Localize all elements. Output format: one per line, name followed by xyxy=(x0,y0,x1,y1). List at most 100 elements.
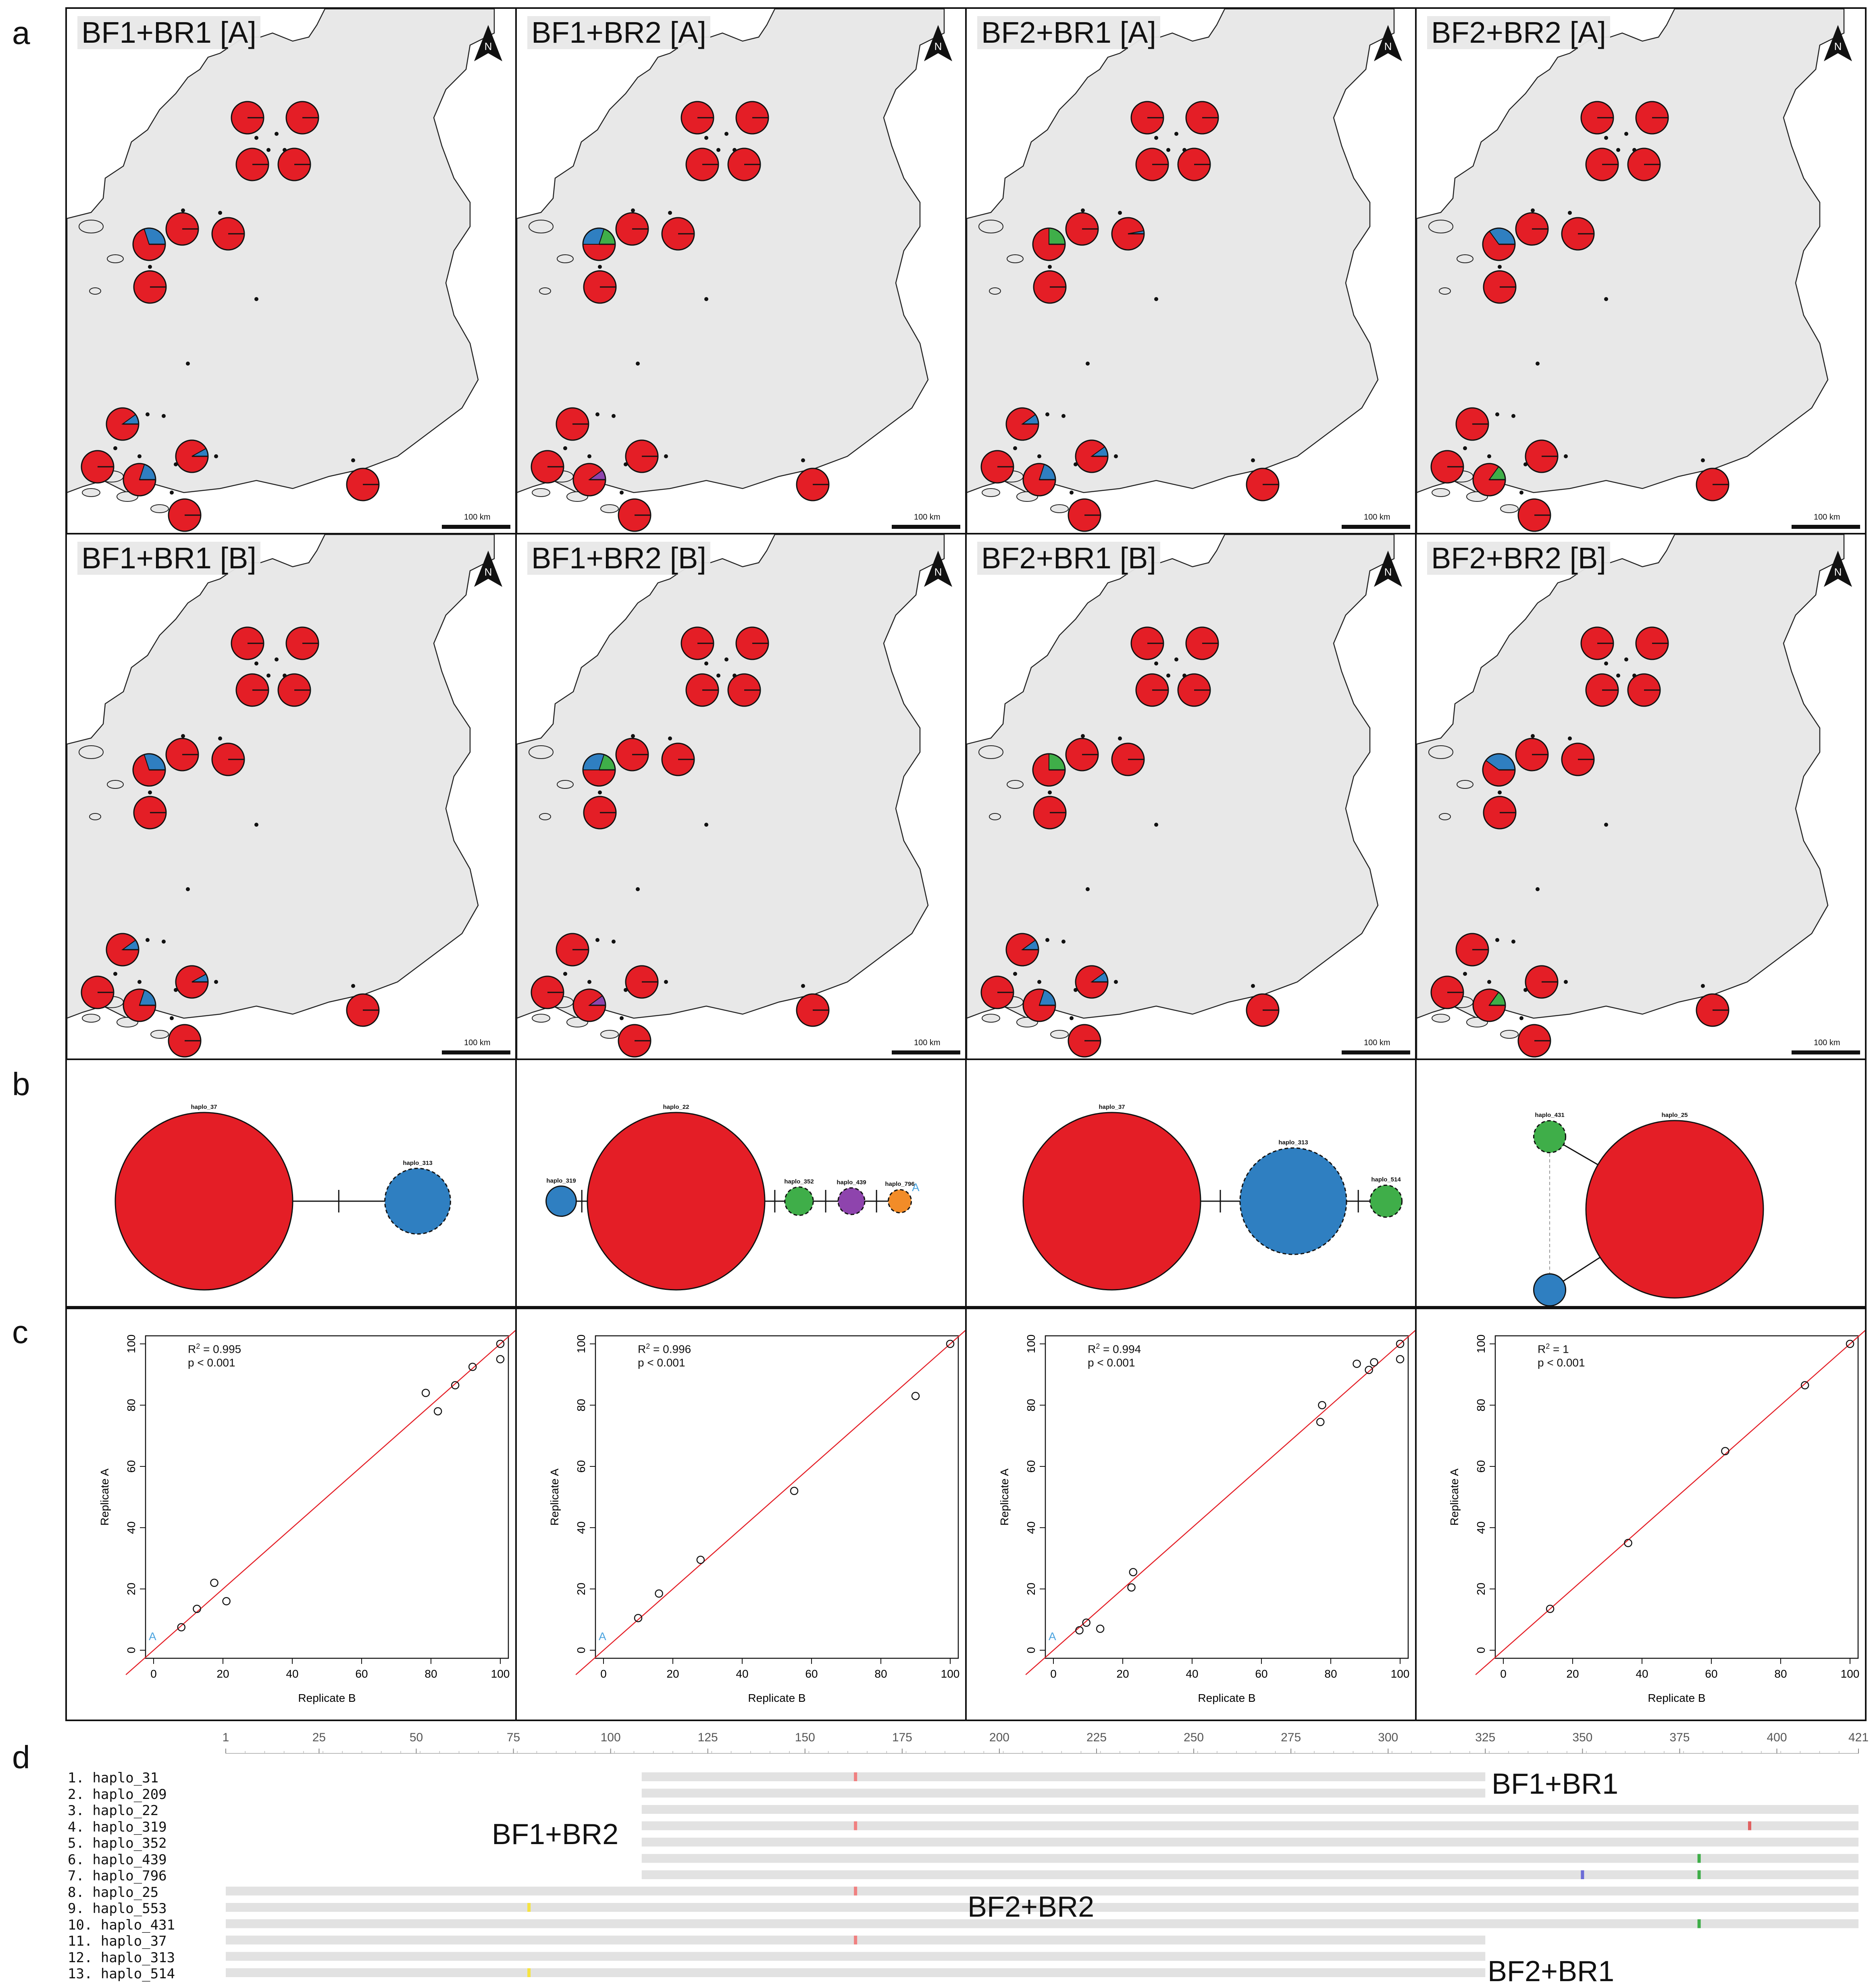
regression-line xyxy=(1475,1330,1865,1675)
sample-site-dot xyxy=(598,790,602,794)
site-pie-W3 xyxy=(211,742,245,776)
site-pie-S5 xyxy=(1068,498,1101,532)
sequence-name: 8. haplo_25 xyxy=(68,1884,159,1901)
x-axis-label: Replicate B xyxy=(1198,1692,1255,1704)
r-squared: R2 = 1 xyxy=(1538,1342,1585,1356)
x-tick-label: 40 xyxy=(1186,1668,1198,1680)
haplotype-node-haplo_25 xyxy=(1585,1120,1764,1299)
site-pie-S1 xyxy=(556,407,589,441)
haplotype-node-haplo_553 xyxy=(1533,1273,1567,1306)
sample-site-dot xyxy=(716,148,720,152)
site-pie-S4 xyxy=(572,463,606,497)
sample-site-dot xyxy=(1536,362,1540,366)
site-pie-N1 xyxy=(1580,626,1614,660)
data-point xyxy=(634,1614,643,1622)
site-pie-N2 xyxy=(285,626,319,660)
sample-site-dot xyxy=(1045,938,1049,942)
network-svg xyxy=(114,1112,451,1291)
site-pie-W4 xyxy=(1483,796,1517,830)
ruler-tick-label: 325 xyxy=(1475,1731,1496,1744)
island xyxy=(557,780,574,789)
x-axis-label: Replicate B xyxy=(298,1692,356,1704)
x-axis-label: Replicate B xyxy=(1648,1692,1705,1704)
sample-site-dot xyxy=(1251,984,1255,988)
north-arrow-shape xyxy=(1824,551,1852,587)
island xyxy=(79,220,104,233)
y-tick-label: 60 xyxy=(125,1460,137,1472)
sample-site-dot xyxy=(148,790,152,794)
island xyxy=(89,813,101,820)
variant-mark xyxy=(1748,1821,1751,1830)
y-tick-label: 20 xyxy=(1025,1582,1037,1595)
site-pie-W2 xyxy=(1515,738,1549,771)
y-tick-label: 80 xyxy=(1025,1399,1037,1411)
sample-site-dot xyxy=(1154,661,1158,665)
sample-site-dot xyxy=(1624,657,1628,661)
network-panel: haplo_37 haplo_313 haplo_514 xyxy=(965,1058,1417,1308)
haplotype-node-haplo_37 xyxy=(114,1112,293,1291)
x-tick-label: 60 xyxy=(805,1668,818,1680)
site-pie-S2 xyxy=(980,450,1014,484)
x-tick-label: 100 xyxy=(491,1668,510,1680)
sequence-name: 2. haplo_209 xyxy=(68,1786,167,1803)
site-pie-S5 xyxy=(168,498,202,532)
sample-site-dot xyxy=(1511,940,1515,944)
y-tick-label: 0 xyxy=(125,1647,137,1653)
data-point xyxy=(1075,1626,1084,1634)
x-tick-label: 40 xyxy=(1636,1668,1648,1680)
site-pie-S6 xyxy=(796,993,830,1027)
scale-bar xyxy=(1792,1050,1860,1054)
p-value: p < 0.001 xyxy=(638,1356,685,1369)
data-point xyxy=(210,1578,219,1587)
land-area xyxy=(67,534,495,1058)
y-tick-label: 40 xyxy=(125,1521,137,1534)
site-pie-S4 xyxy=(123,988,156,1022)
map-svg xyxy=(1417,9,1865,533)
sample-site-dot xyxy=(598,265,602,269)
haplotype-label: haplo_25 xyxy=(1661,1112,1688,1119)
data-point xyxy=(1396,1339,1405,1348)
site-pie-N4 xyxy=(1177,148,1211,181)
r-squared-value: = 0.995 xyxy=(200,1343,241,1356)
scale-bar xyxy=(1342,525,1410,529)
sample-site-dot xyxy=(1604,297,1608,301)
site-pie-S3 xyxy=(1525,439,1559,473)
variant-mark xyxy=(527,1903,531,1912)
scale-bar-label: 100 km xyxy=(1364,513,1390,522)
sample-site-dot xyxy=(1070,1016,1074,1020)
sample-site-dot xyxy=(801,458,805,462)
ruler-tick-label: 400 xyxy=(1767,1731,1787,1744)
north-arrow-icon: N xyxy=(1374,25,1402,61)
site-pie-N4 xyxy=(727,148,761,181)
r-symbol: R xyxy=(1088,1343,1096,1356)
sample-site-dot xyxy=(254,136,258,140)
site-pie-S1 xyxy=(1455,407,1489,441)
sample-site-dot xyxy=(636,887,640,891)
y-tick-label: 60 xyxy=(575,1460,587,1472)
site-pie-N4 xyxy=(1627,673,1661,707)
site-pie-S5 xyxy=(1068,1024,1101,1058)
site-pie-W4 xyxy=(1033,270,1067,304)
sample-site-dot xyxy=(113,446,117,450)
y-tick-label: 100 xyxy=(1475,1335,1487,1354)
sample-site-dot xyxy=(1081,734,1085,738)
north-arrow-label: N xyxy=(1834,40,1842,52)
sample-site-dot xyxy=(1086,362,1090,366)
ruler-tick-label: 150 xyxy=(795,1731,815,1744)
site-pie-S2 xyxy=(81,450,114,484)
map-title: BF2+BR2 [A] xyxy=(1427,16,1610,49)
site-pie-W2 xyxy=(1065,212,1099,246)
scatter-svg: 0 20 40 60 80 100 0 20 40 60 80 100 Replicate B Repli… xyxy=(548,1330,965,1704)
site-pie-S3 xyxy=(1075,965,1109,999)
island xyxy=(1500,1030,1519,1039)
sample-site-dot xyxy=(1118,736,1122,740)
island xyxy=(1428,745,1453,759)
sample-site-dot xyxy=(620,1016,624,1020)
data-point xyxy=(1365,1366,1373,1374)
sample-site-dot xyxy=(1604,661,1608,665)
plot-annotation: A xyxy=(149,1630,156,1643)
sample-site-dot xyxy=(1154,297,1158,301)
map-panel: BF2+BR1 [B] 100 km N xyxy=(965,533,1417,1060)
site-pie-S4 xyxy=(123,463,156,497)
